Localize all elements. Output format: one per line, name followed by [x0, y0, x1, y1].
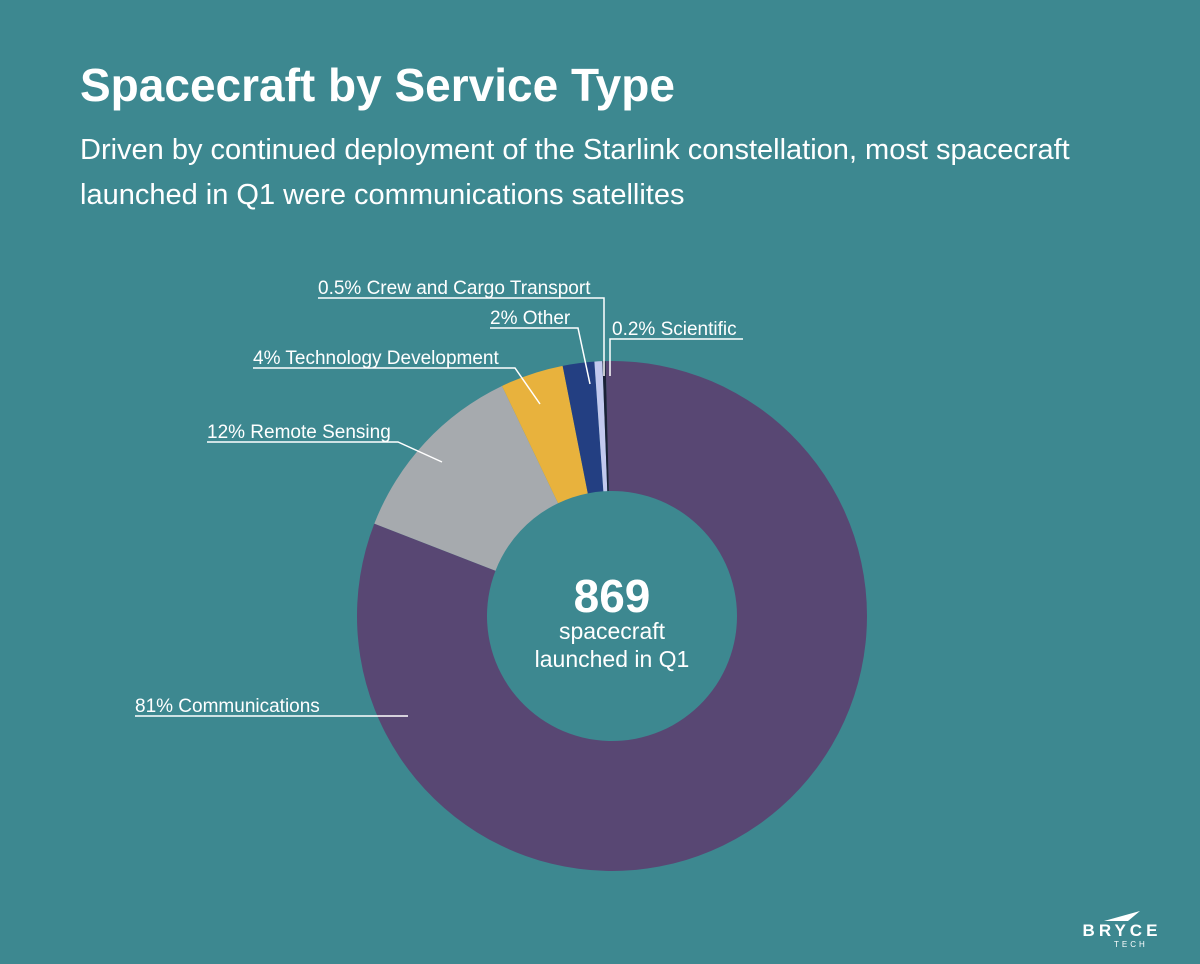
label-scientific: 0.2% Scientific	[612, 319, 737, 340]
chart-title: Spacecraft by Service Type	[80, 59, 675, 111]
label-other: 2% Other	[490, 308, 571, 329]
leader-line-crew-and-cargo-transport	[318, 297, 605, 376]
slice-scientific	[602, 361, 609, 492]
slice-communications	[356, 361, 868, 871]
logo-swoosh-icon	[1104, 911, 1140, 921]
slice-crew-and-cargo-transport	[594, 361, 608, 492]
leader-lines	[135, 297, 743, 717]
slice-technology-development	[501, 365, 588, 504]
label-communications: 81% Communications	[135, 696, 320, 717]
chart-subtitle: Driven by continued deployment of the St…	[80, 134, 1070, 211]
center-caption-line1: spacecraft	[559, 618, 666, 644]
logo-subtitle: TECH	[1114, 940, 1148, 949]
donut-slices	[356, 361, 868, 871]
center-total-value: 869	[574, 570, 651, 622]
center-caption-line2: launched in Q1	[535, 646, 690, 672]
leader-line-technology-development	[253, 367, 541, 405]
slice-other	[562, 361, 604, 494]
leader-line-other	[490, 327, 591, 385]
label-crew-and-cargo-transport: 0.5% Crew and Cargo Transport	[318, 278, 591, 299]
leader-line-scientific	[609, 338, 743, 376]
brycetech-logo: BRYCE TECH	[1068, 910, 1176, 949]
logo-name: BRYCE	[1082, 921, 1162, 940]
leader-line-remote-sensing	[207, 441, 443, 463]
slice-remote-sensing	[374, 385, 559, 571]
label-remote-sensing: 12% Remote Sensing	[207, 422, 391, 443]
slice-labels: 81% Communications 12% Remote Sensing 4% T…	[135, 278, 737, 717]
label-technology-development: 4% Technology Development	[253, 348, 499, 369]
